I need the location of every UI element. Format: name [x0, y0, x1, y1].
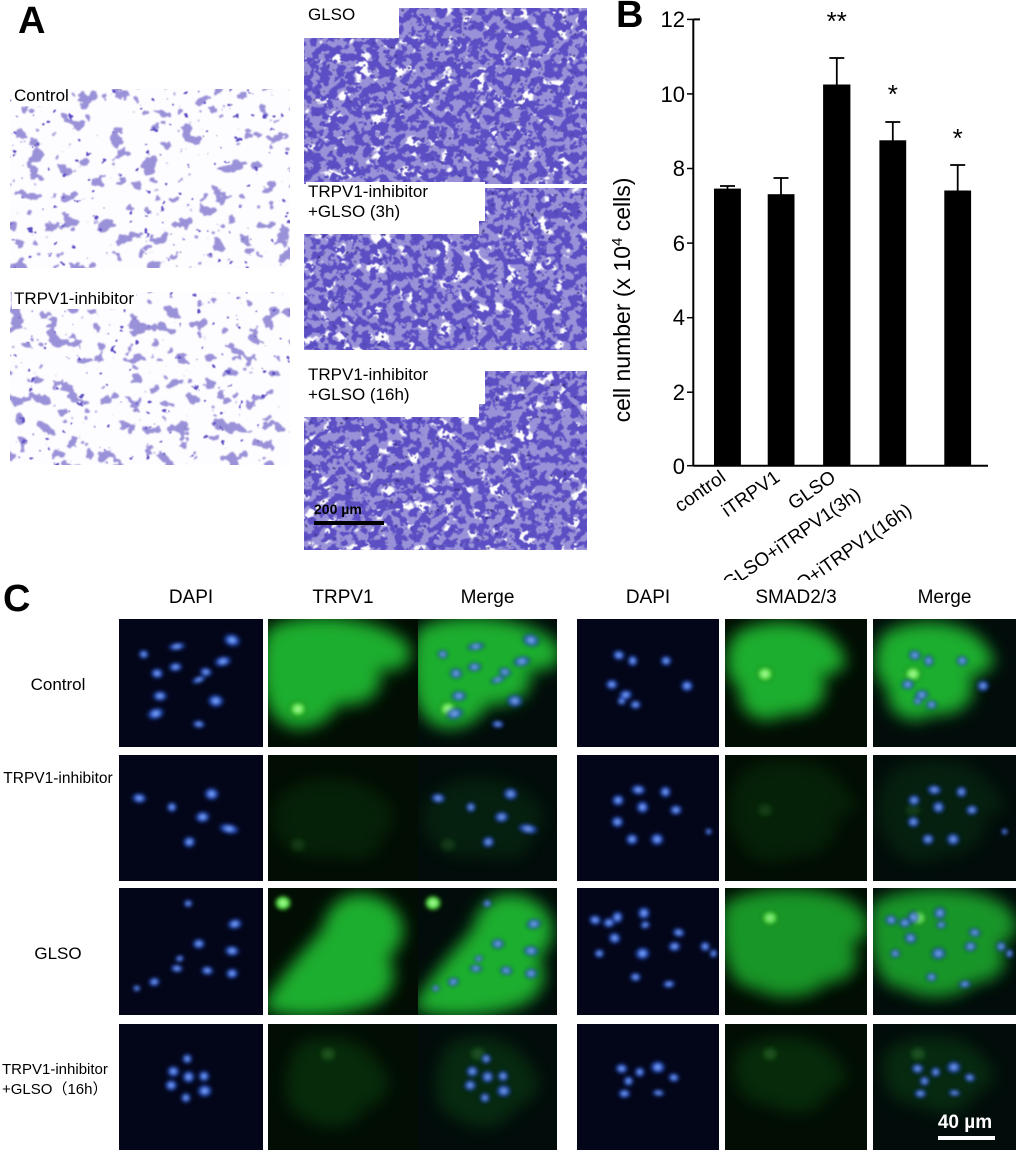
svg-text:iTRPV1: iTRPV1: [718, 467, 784, 522]
svg-text:6: 6: [673, 231, 685, 256]
svg-text:2: 2: [673, 380, 685, 405]
svg-text:12: 12: [661, 7, 685, 32]
svg-text:10: 10: [661, 82, 685, 107]
svg-text:*: *: [953, 123, 963, 153]
svg-text:cell number (x 104 cells): cell number (x 104 cells): [609, 178, 636, 423]
svg-text:8: 8: [673, 156, 685, 181]
svg-text:**: **: [827, 6, 847, 36]
svg-text:4: 4: [673, 305, 685, 330]
svg-text:0: 0: [673, 454, 685, 479]
svg-text:*: *: [888, 79, 898, 109]
svg-text:40 µm: 40 µm: [938, 1112, 992, 1133]
